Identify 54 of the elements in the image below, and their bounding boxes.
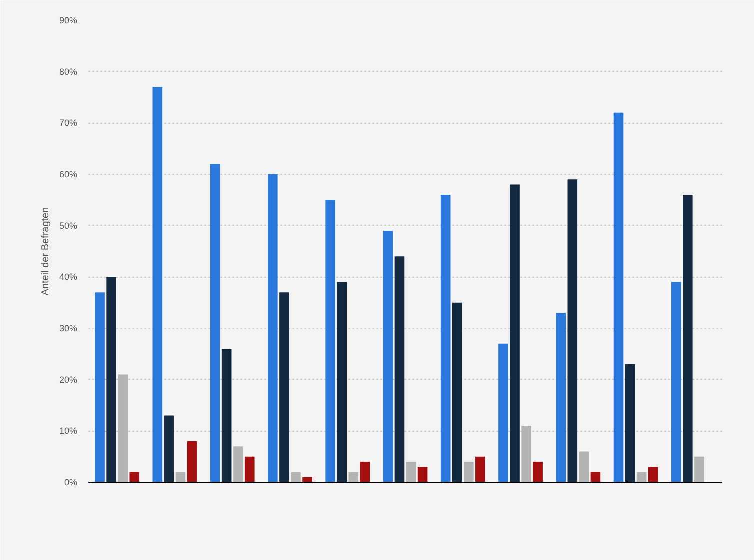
bar <box>244 456 255 482</box>
bar <box>625 364 636 482</box>
bar <box>210 164 220 482</box>
y-tick-label: 20% <box>59 374 78 385</box>
bar <box>326 200 336 482</box>
bar <box>452 302 462 482</box>
bar <box>590 472 601 482</box>
bar <box>671 282 682 482</box>
bar <box>683 195 693 482</box>
y-tick-label: 70% <box>59 118 78 128</box>
bar <box>614 112 624 482</box>
bar <box>95 292 105 482</box>
bar <box>533 462 543 482</box>
bar <box>164 416 174 482</box>
bar <box>222 349 232 482</box>
y-axis-title: Anteil der Befragten <box>40 207 52 296</box>
bar <box>291 472 301 482</box>
bar <box>636 472 647 482</box>
bar <box>406 462 416 482</box>
bar <box>280 292 290 482</box>
bar <box>568 180 578 482</box>
bar <box>648 467 658 482</box>
y-tick-label: 30% <box>59 324 78 334</box>
y-tick-label: 90% <box>59 16 78 26</box>
y-tick-label: 50% <box>59 220 78 231</box>
y-tick-label: 0% <box>64 478 78 488</box>
bar <box>510 184 520 482</box>
bar <box>522 426 532 482</box>
bar <box>337 282 347 482</box>
bar <box>498 344 508 482</box>
y-tick-label: 10% <box>59 426 78 436</box>
bar <box>394 256 405 482</box>
bar <box>383 230 394 482</box>
bar <box>187 441 198 482</box>
bar <box>360 462 370 482</box>
bar <box>348 472 359 482</box>
bar <box>694 456 704 482</box>
bar <box>579 452 590 482</box>
bar <box>130 472 140 482</box>
bar <box>302 477 312 482</box>
bar <box>176 472 186 482</box>
bar <box>556 313 566 482</box>
y-tick-label: 60% <box>59 170 78 180</box>
bar <box>464 462 474 482</box>
bar <box>418 467 428 482</box>
y-tick-label: 40% <box>59 272 78 282</box>
bar <box>106 277 116 482</box>
bar <box>118 374 128 482</box>
bar <box>268 174 278 482</box>
bar <box>233 446 244 482</box>
bar <box>440 195 451 482</box>
bar <box>152 87 163 482</box>
y-tick-label: 80% <box>59 66 78 77</box>
bar <box>476 456 486 482</box>
